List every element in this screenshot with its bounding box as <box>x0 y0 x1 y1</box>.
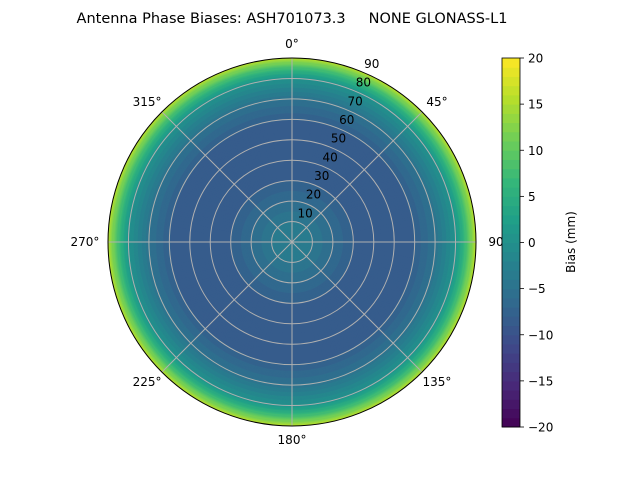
colorbar-segment <box>502 325 520 336</box>
colorbar-segment <box>502 417 520 428</box>
polar-frame <box>107 57 477 427</box>
colorbar-segment <box>502 251 520 262</box>
colorbar-segment <box>502 94 520 105</box>
angular-gridline <box>291 111 423 243</box>
colorbar-segment <box>502 141 520 151</box>
angular-tick-label: 0° <box>285 37 299 51</box>
colorbar-segment <box>502 159 520 170</box>
colorbar-segment <box>502 205 520 216</box>
colorbar-segment <box>502 362 520 373</box>
colorbar-segment <box>502 353 520 363</box>
colorbar-segment <box>502 260 520 271</box>
angular-tick-label: 315° <box>133 95 162 109</box>
colorbar-segment <box>502 307 520 317</box>
colorbar-segment <box>502 187 520 197</box>
radial-tick-label: 90 <box>364 57 379 71</box>
colorbar-segment <box>502 214 520 225</box>
colorbar-segment <box>502 131 520 142</box>
angular-tick-label: 225° <box>133 375 162 389</box>
colorbar-label: Bias (mm) <box>564 211 578 273</box>
radial-tick-label: 20 <box>306 188 321 202</box>
colorbar-segment <box>502 113 520 124</box>
radial-tick-label: 40 <box>323 150 338 164</box>
colorbar-segment <box>502 334 520 345</box>
colorbar-tick-label: −5 <box>528 282 546 296</box>
colorbar-tick-label: −15 <box>528 374 553 388</box>
colorbar-segment <box>502 343 520 354</box>
polar-grid <box>108 58 476 426</box>
angular-tick-label: 135° <box>423 375 452 389</box>
radial-tick-label: 50 <box>331 132 346 146</box>
colorbar-segment <box>502 196 520 207</box>
colorbar-segment <box>502 58 520 68</box>
radial-tick-label: 30 <box>314 169 329 183</box>
colorbar-segment <box>502 371 520 382</box>
colorbar-segment <box>502 390 520 400</box>
radial-tick-label: 80 <box>356 76 371 90</box>
colorbar-segment <box>502 224 520 234</box>
colorbar-segment <box>502 270 520 280</box>
colorbar-tick-label: 20 <box>528 52 543 66</box>
colorbar-tick-label: −20 <box>528 421 553 435</box>
colorbar-segment <box>502 399 520 410</box>
colorbar-tick-label: 5 <box>528 190 536 204</box>
radial-tick-label: 60 <box>339 113 354 127</box>
colorbar-segment <box>502 67 520 77</box>
angular-gridline <box>291 241 423 373</box>
chart-title: Antenna Phase Biases: ASH701073.3 NONE G… <box>77 11 508 27</box>
angular-gridline <box>161 111 293 243</box>
colorbar-tick-label: 15 <box>528 98 543 112</box>
colorbar-segment <box>502 242 520 253</box>
colorbar-segment <box>502 150 520 160</box>
colorbar-segment <box>502 85 520 96</box>
colorbar-segment <box>502 104 520 114</box>
colorbar-tick-label: 10 <box>528 144 543 158</box>
colorbar <box>502 58 520 428</box>
angular-gridline <box>161 241 293 373</box>
colorbar-segment <box>502 233 520 243</box>
colorbar-tick-label: 0 <box>528 236 536 250</box>
colorbar-segment <box>502 316 520 327</box>
colorbar-segment <box>502 380 520 391</box>
radial-tick-label: 10 <box>298 206 313 220</box>
angular-tick-label: 45° <box>426 95 447 109</box>
angular-tick-label: 270° <box>71 235 100 249</box>
colorbar-segment <box>502 76 520 87</box>
colorbar-segment <box>502 408 520 419</box>
colorbar-segment <box>502 122 520 133</box>
colorbar-segment <box>502 168 520 179</box>
colorbar-segment <box>502 177 520 188</box>
colorbar-tick-label: −10 <box>528 328 553 342</box>
colorbar-segment <box>502 297 520 308</box>
colorbar-segment <box>502 288 520 299</box>
colorbar-segment <box>502 279 520 290</box>
radial-tick-label: 70 <box>347 94 362 108</box>
angular-tick-label: 180° <box>278 433 307 447</box>
